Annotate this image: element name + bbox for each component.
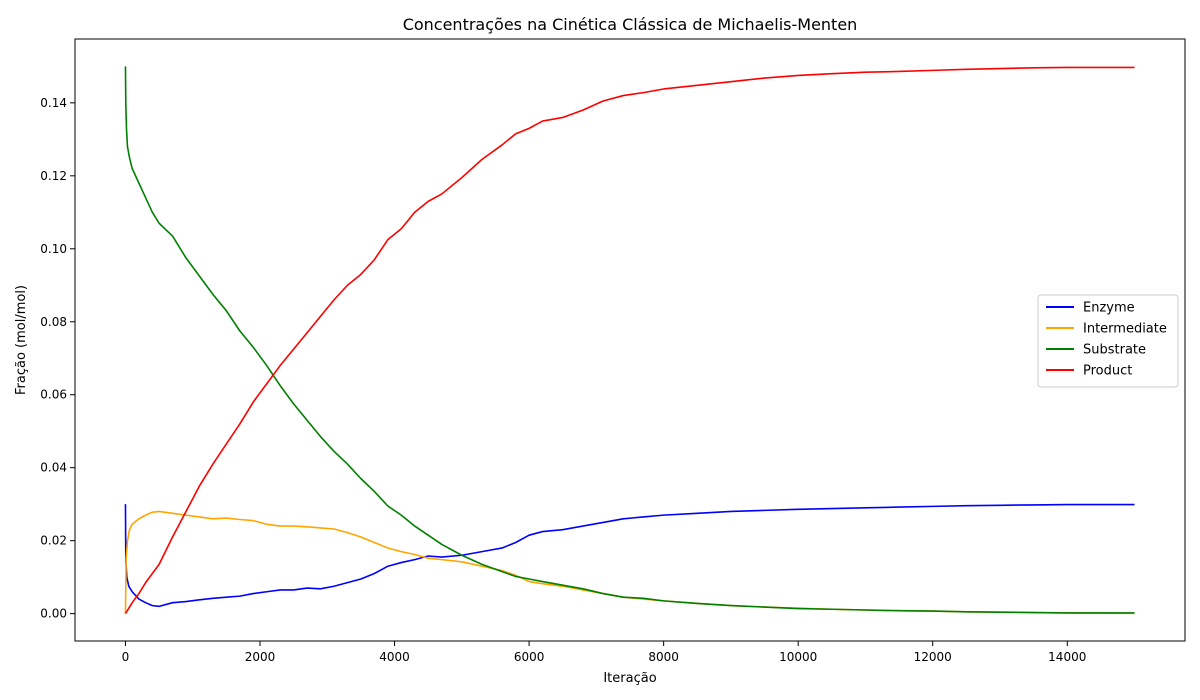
x-tick-label: 14000 — [1048, 650, 1086, 664]
x-tick-label: 4000 — [379, 650, 410, 664]
x-tick-label: 10000 — [779, 650, 817, 664]
legend-label-enzyme: Enzyme — [1083, 301, 1135, 316]
y-tick-label: 0.00 — [40, 607, 67, 621]
legend-label-substrate: Substrate — [1083, 343, 1146, 358]
y-tick-label: 0.02 — [40, 534, 67, 548]
series-line-substrate — [124, 66, 1135, 614]
legend-label-intermediate: Intermediate — [1083, 322, 1167, 337]
chart-title: Concentrações na Cinética Clássica de Mi… — [403, 15, 858, 34]
y-tick-label: 0.10 — [40, 242, 67, 256]
x-tick-label: 0 — [122, 650, 130, 664]
y-axis-ticks: 0.00 0.02 0.04 0.06 0.08 0.10 0.12 0.14 — [40, 96, 75, 621]
y-tick-label: 0.08 — [40, 315, 67, 329]
plot-area-frame — [74, 38, 1186, 642]
series-line-product — [124, 66, 1135, 615]
y-tick-label: 0.06 — [40, 388, 67, 402]
y-tick-label: 0.12 — [40, 169, 67, 183]
legend-label-product: Product — [1083, 364, 1132, 379]
x-tick-label: 12000 — [914, 650, 952, 664]
y-tick-label: 0.14 — [40, 96, 67, 110]
series-line-enzyme — [124, 503, 1135, 608]
x-axis-ticks: 0 2000 4000 6000 8000 10000 12000 14000 — [122, 641, 1086, 664]
legend-box — [1037, 294, 1179, 388]
plot-series — [124, 66, 1135, 615]
y-axis-label: Fração (mol/mol) — [14, 285, 29, 395]
x-tick-label: 2000 — [245, 650, 276, 664]
y-tick-label: 0.04 — [40, 461, 67, 475]
x-tick-label: 6000 — [514, 650, 545, 664]
x-axis-label: Iteração — [603, 671, 656, 686]
legend: Enzyme Intermediate Substrate Product — [1037, 294, 1179, 388]
x-tick-label: 8000 — [648, 650, 679, 664]
